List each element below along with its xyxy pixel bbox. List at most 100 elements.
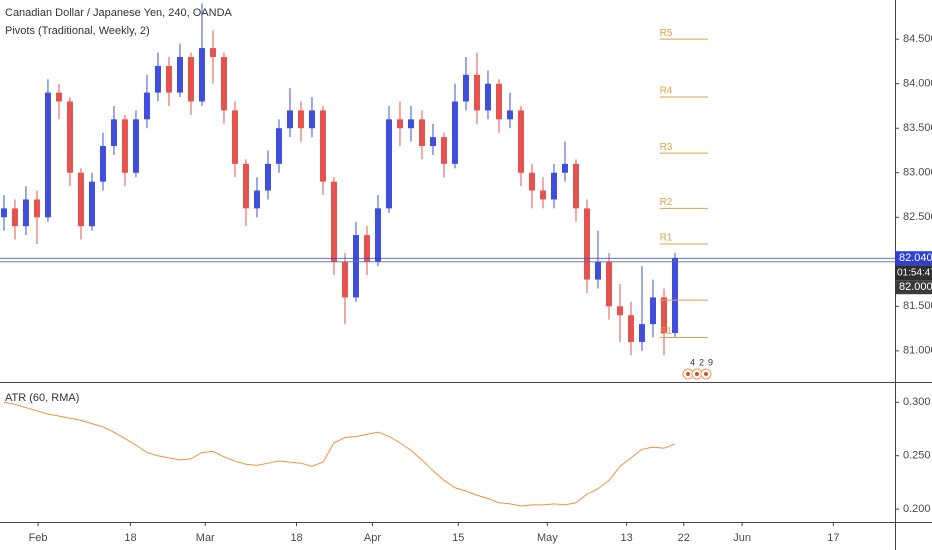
candle-body [627, 315, 634, 342]
candle-body [319, 110, 326, 182]
y-tick-label: 0.250 [903, 450, 931, 462]
y-tick-label: 84.000 [903, 78, 932, 90]
prev-close-box [895, 280, 932, 295]
last-price-box [895, 251, 932, 266]
candle-body [484, 83, 491, 111]
candle-body [143, 92, 150, 120]
candle-body [473, 74, 480, 111]
candle-body [11, 208, 18, 227]
y-tick-label: 83.500 [903, 122, 932, 134]
candle-body [22, 199, 29, 227]
candle-body [572, 163, 579, 209]
prev-close-label: 82.000 [899, 281, 932, 293]
candle-body [264, 163, 271, 191]
candle-body [231, 110, 238, 164]
pivot-label: R4 [660, 86, 673, 97]
candle-body [176, 56, 183, 93]
candle-body [649, 297, 656, 325]
candle-body [77, 172, 84, 227]
candle-body [341, 261, 348, 298]
candle-body [110, 119, 117, 147]
candle-body [671, 258, 678, 334]
candle-body [308, 110, 315, 129]
candle-body [209, 48, 216, 57]
event-count: 4 [690, 357, 695, 367]
candle-body [121, 119, 128, 173]
x-tick-label: 17 [827, 532, 839, 544]
x-tick-label: 22 [678, 532, 690, 544]
candle-body [242, 163, 249, 209]
pivot-label: R3 [660, 142, 673, 153]
candle-body [330, 181, 337, 262]
candle-body [154, 65, 161, 93]
event-count: 2 [699, 357, 704, 367]
x-tick-label: Apr [364, 532, 381, 544]
candle-body [418, 119, 425, 147]
candle-body [297, 110, 304, 129]
x-tick-label: 15 [452, 532, 464, 544]
event-count: 9 [708, 357, 713, 367]
candle-body [88, 181, 95, 227]
symbol-legend: Canadian Dollar / Japanese Yen, 240, OAN… [5, 7, 233, 19]
y-tick-label: 83.000 [903, 167, 932, 179]
pivot-label: R2 [660, 197, 673, 208]
candle-body [363, 235, 370, 262]
y-tick-label: 81.000 [903, 345, 932, 357]
candle-body [99, 146, 106, 182]
candle-body [66, 101, 73, 173]
x-tick-label: Feb [29, 532, 48, 544]
candle-body [660, 297, 667, 334]
y-tick-label: 81.500 [903, 300, 932, 312]
last-price-label: 82.040 [899, 252, 932, 264]
candle-body [374, 208, 381, 262]
candle-body [253, 190, 260, 209]
y-tick-label: 82.500 [903, 211, 932, 223]
candle-body [550, 172, 557, 200]
event-dot [704, 372, 708, 376]
candle-body [44, 92, 51, 218]
candle-body [187, 56, 194, 102]
x-tick-label: 18 [124, 532, 136, 544]
candle-body [451, 101, 458, 164]
event-dot [686, 372, 690, 376]
x-tick-label: Jun [733, 532, 751, 544]
x-tick-label: May [537, 532, 558, 544]
candle-body [583, 208, 590, 280]
candle-body [198, 48, 205, 102]
candle-body [165, 65, 172, 93]
candle-body [638, 324, 645, 342]
candle-body [539, 190, 546, 200]
pivot-label: R5 [660, 28, 673, 39]
candle-body [528, 172, 535, 191]
candle-body [506, 110, 513, 120]
atr-line [3, 401, 676, 507]
candle-body [407, 119, 414, 129]
y-tick-label: 0.300 [903, 396, 931, 408]
candle-body [429, 137, 436, 147]
pivots-legend: Pivots (Traditional, Weekly, 2) [5, 25, 150, 37]
candle-body [495, 83, 502, 120]
candle-body [616, 306, 623, 316]
candle-body [594, 261, 601, 280]
atr-legend: ATR (60, RMA) [5, 392, 79, 404]
candle-body [55, 92, 62, 102]
candle-body [396, 119, 403, 129]
x-tick-label: Mar [196, 532, 215, 544]
candle-body [286, 110, 293, 129]
countdown-box [895, 265, 932, 281]
pivot-label: S1 [660, 326, 673, 337]
candle-body [352, 235, 359, 298]
candle-body [220, 56, 227, 111]
candle-body [440, 137, 447, 164]
y-tick-label: 84.500 [903, 33, 932, 45]
x-tick-label: 13 [620, 532, 632, 544]
candle-body [605, 261, 612, 307]
candle-body [517, 110, 524, 173]
candle-body [561, 163, 568, 173]
candle-body [385, 119, 392, 209]
event-dot [695, 372, 699, 376]
countdown: 01:54:47 [897, 267, 932, 278]
candle-body [33, 199, 40, 218]
candle-body [0, 208, 7, 218]
